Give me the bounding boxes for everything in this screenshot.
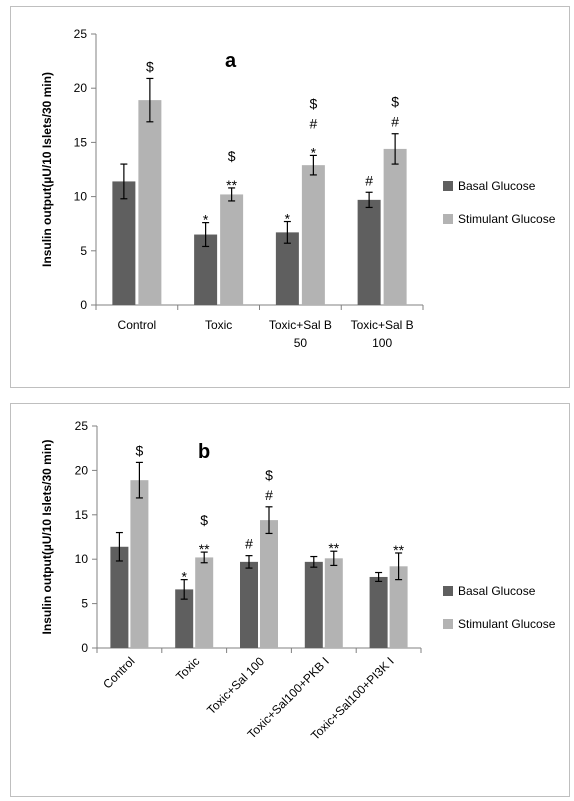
category-label-line: 100 xyxy=(372,336,392,350)
category-label: Toxic xyxy=(173,654,202,683)
category-label-line: Toxic xyxy=(205,318,232,332)
significance-marker: $ xyxy=(309,95,317,111)
bar xyxy=(110,546,129,648)
legend-label: Stimulant Glucose xyxy=(458,617,556,631)
significance-marker: $ xyxy=(146,58,154,74)
significance-marker: # xyxy=(391,114,399,130)
significance-marker: * xyxy=(203,212,209,228)
bar xyxy=(112,181,136,305)
y-tick-label: 10 xyxy=(74,190,88,204)
bar xyxy=(304,561,323,648)
chart-panel-b: 0 5 10 15 20 25 Insulin output(µU/10 Islets/30… xyxy=(10,403,570,797)
category-label: Toxic+Sal 100 xyxy=(204,654,267,717)
y-tick-label: 0 xyxy=(81,641,88,655)
bar xyxy=(195,557,214,648)
chart-panel-a: 0 5 10 15 20 25 Insulin output(µU/10 Islets/30… xyxy=(10,6,570,388)
category-label: Control xyxy=(118,318,157,332)
significance-marker: ** xyxy=(199,541,210,557)
category-label-line: Toxic+Sal B xyxy=(351,318,414,332)
bar xyxy=(220,194,244,305)
bar xyxy=(175,589,194,648)
bar xyxy=(324,558,343,648)
y-tick-label: 15 xyxy=(75,508,89,522)
bar xyxy=(138,100,162,306)
bar xyxy=(389,566,408,648)
significance-marker: $ xyxy=(391,94,399,110)
bar xyxy=(369,576,388,648)
significance-marker: * xyxy=(311,144,317,160)
panel-label: a xyxy=(225,50,237,72)
category-label: Toxic+Sal B 100 xyxy=(351,318,414,350)
category-label-line: Toxic+Sal B xyxy=(269,318,332,332)
bar xyxy=(194,234,218,305)
y-tick-label: 25 xyxy=(74,27,88,41)
category-label-line: Toxic+Sal 100 xyxy=(204,654,267,717)
significance-marker: $ xyxy=(265,467,273,483)
y-tick-label: 5 xyxy=(80,244,87,258)
y-axis-title: Insulin output(µU/10 Islets/30 min) xyxy=(40,72,54,267)
category-label-line: Control xyxy=(118,318,157,332)
bar xyxy=(275,232,299,305)
significance-marker: $ xyxy=(200,512,208,528)
category-label: Control xyxy=(100,654,137,691)
bar xyxy=(240,561,258,648)
y-tick-label: 10 xyxy=(75,552,89,566)
significance-marker: ** xyxy=(393,542,404,558)
category-label: Toxic+Sal B 50 xyxy=(269,318,332,350)
y-tick-label: 5 xyxy=(81,597,88,611)
y-tick-label: 20 xyxy=(75,463,89,477)
legend-swatch xyxy=(443,619,453,629)
category-label-line: 50 xyxy=(294,336,308,350)
significance-marker: # xyxy=(245,536,253,552)
legend-label: Stimulant Glucose xyxy=(458,212,556,226)
bar xyxy=(130,480,149,648)
significance-marker: $ xyxy=(228,148,236,164)
bar xyxy=(357,199,381,305)
chart-b-svg: 0 5 10 15 20 25 Insulin output(µU/10 Islets/30… xyxy=(40,419,556,743)
legend-label: Basal Glucose xyxy=(458,584,536,598)
significance-marker: * xyxy=(285,211,291,227)
significance-marker: # xyxy=(365,172,373,188)
bar xyxy=(301,165,325,305)
legend-swatch xyxy=(443,214,453,224)
chart-a-svg: 0 5 10 15 20 25 Insulin output(µU/10 Islets/30… xyxy=(40,27,556,350)
bar xyxy=(383,148,407,305)
y-tick-label: 20 xyxy=(74,81,88,95)
significance-marker: # xyxy=(309,115,317,131)
legend-label: Basal Glucose xyxy=(458,179,536,193)
bar xyxy=(260,520,278,648)
category-label: Toxic xyxy=(205,318,232,332)
category-label-line: Control xyxy=(100,654,137,691)
category-label-line: Toxic xyxy=(173,654,202,683)
significance-marker: * xyxy=(181,569,187,585)
y-axis-title: Insulin output(µU/10 Islets/30 min) xyxy=(40,440,54,635)
y-tick-label: 0 xyxy=(80,298,87,312)
legend-swatch xyxy=(443,586,453,596)
panel-label: b xyxy=(198,441,210,463)
significance-marker: ** xyxy=(328,540,339,556)
significance-marker: $ xyxy=(136,442,144,458)
legend-swatch xyxy=(443,181,453,191)
significance-marker: # xyxy=(265,487,273,503)
y-tick-label: 25 xyxy=(75,419,89,433)
significance-marker: ** xyxy=(226,177,237,193)
y-tick-label: 15 xyxy=(74,135,88,149)
